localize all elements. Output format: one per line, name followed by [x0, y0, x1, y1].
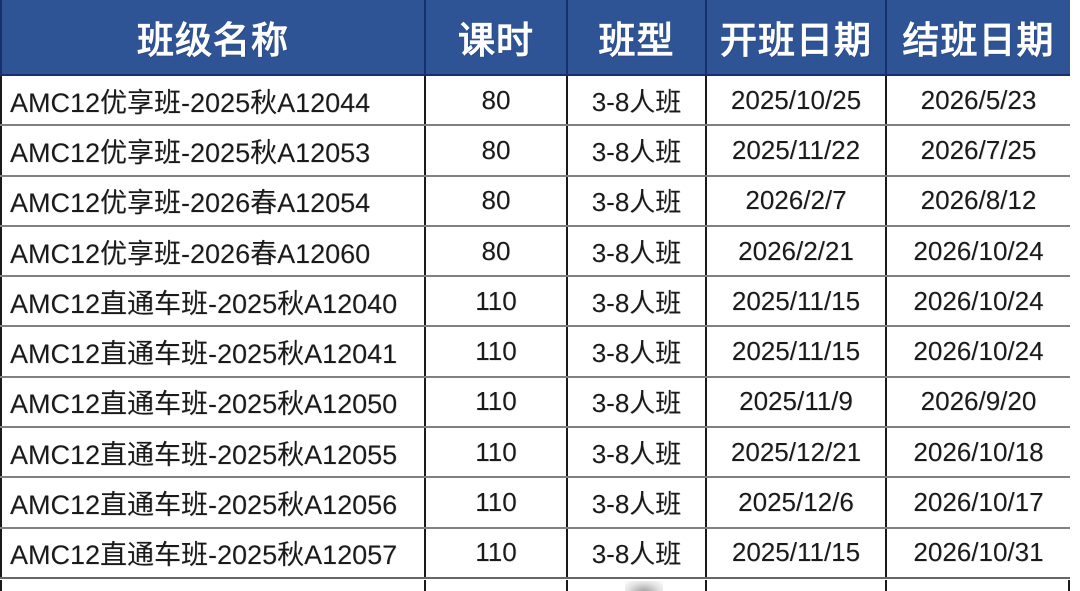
cell-name[interactable]: AMC12直通车班-2025秋A12055	[0, 427, 426, 479]
cell-start[interactable]: 2025/11/9	[706, 376, 887, 429]
cell-hours[interactable]: 110	[425, 427, 568, 479]
cell-start[interactable]: 2025/12/21	[706, 427, 887, 479]
table-row[interactable]: AMC12优享班-2026春A12054 80 3-8人班 2026/2/7 2026/…	[0, 175, 1072, 227]
table-row[interactable]: AMC12优享班-2026春A12060 80 3-8人班 2026/2/21 2026…	[0, 225, 1072, 278]
cell-end[interactable]: 2026/10/24	[886, 276, 1072, 328]
cell-hours[interactable]: 110	[425, 477, 568, 529]
partial-cell-hours	[426, 580, 568, 591]
cell-end[interactable]: 2026/5/23	[886, 75, 1072, 127]
cell-type[interactable]: 3-8人班	[567, 527, 707, 579]
partial-cell-start-date	[707, 580, 887, 591]
column-header-class-name[interactable]: 班级名称	[0, 0, 426, 76]
cell-hours[interactable]: 110	[425, 527, 568, 579]
cell-hours[interactable]: 80	[425, 175, 568, 227]
cell-start[interactable]: 2025/12/6	[706, 477, 887, 529]
cell-name[interactable]: AMC12直通车班-2025秋A12056	[0, 477, 426, 529]
table-row[interactable]: AMC12直通车班-2025秋A12041 110 3-8人班 2025/11/15 2…	[0, 326, 1072, 378]
cell-type[interactable]: 3-8人班	[567, 125, 707, 177]
cell-name[interactable]: AMC12优享班-2026春A12054	[0, 175, 426, 227]
cell-end[interactable]: 2026/10/18	[886, 427, 1072, 479]
table-row[interactable]: AMC12优享班-2025秋A12044 80 3-8人班 2025/10/25 202…	[0, 75, 1072, 127]
cell-end[interactable]: 2026/10/24	[886, 326, 1072, 378]
table-row[interactable]: AMC12直通车班-2025秋A12056 110 3-8人班 2025/12/6 20…	[0, 477, 1072, 529]
partial-cell-class-name	[0, 580, 426, 591]
table-row[interactable]: AMC12直通车班-2025秋A12057 110 3-8人班 2025/11/15 2…	[0, 527, 1072, 579]
cell-hours[interactable]: 80	[425, 75, 568, 127]
cell-type[interactable]: 3-8人班	[567, 427, 707, 479]
cell-start[interactable]: 2026/2/7	[706, 175, 887, 227]
cell-hours[interactable]: 110	[425, 326, 568, 378]
column-header-class-type[interactable]: 班型	[567, 0, 707, 76]
table-row[interactable]: AMC12优享班-2025秋A12053 80 3-8人班 2025/11/22 202…	[0, 125, 1072, 177]
cell-start[interactable]: 2025/10/25	[706, 75, 887, 127]
cell-start[interactable]: 2026/2/21	[706, 225, 887, 278]
cell-type[interactable]: 3-8人班	[567, 376, 707, 429]
cell-hours[interactable]: 110	[425, 376, 568, 429]
cell-end[interactable]: 2026/10/31	[886, 527, 1072, 579]
right-margin-gutter	[1070, 0, 1080, 591]
cell-type[interactable]: 3-8人班	[567, 477, 707, 529]
class-schedule-table: 班级名称 课时 班型 开班日期 结班日期 AMC12优享班-2025秋A1204…	[0, 0, 1072, 579]
cell-end[interactable]: 2026/8/12	[886, 175, 1072, 227]
table-row[interactable]: AMC12直通车班-2025秋A12040 110 3-8人班 2025/11/15 2…	[0, 276, 1072, 328]
cell-end[interactable]: 2026/10/24	[886, 225, 1072, 278]
cell-hours[interactable]: 80	[425, 125, 568, 177]
column-header-hours[interactable]: 课时	[425, 0, 568, 76]
cell-end[interactable]: 2026/7/25	[886, 125, 1072, 177]
partial-cell-end-date	[887, 580, 1070, 591]
partial-next-row	[0, 580, 1070, 591]
cell-name[interactable]: AMC12优享班-2026春A12060	[0, 225, 426, 278]
cell-name[interactable]: AMC12直通车班-2025秋A12040	[0, 276, 426, 328]
cell-start[interactable]: 2025/11/15	[706, 527, 887, 579]
cell-start[interactable]: 2025/11/15	[706, 326, 887, 378]
table-row[interactable]: AMC12直通车班-2025秋A12055 110 3-8人班 2025/12/21 2…	[0, 427, 1072, 479]
cell-type[interactable]: 3-8人班	[567, 75, 707, 127]
cell-type[interactable]: 3-8人班	[567, 326, 707, 378]
cell-hours[interactable]: 110	[425, 276, 568, 328]
cell-name[interactable]: AMC12直通车班-2025秋A12041	[0, 326, 426, 378]
cell-type[interactable]: 3-8人班	[567, 276, 707, 328]
table-header: 班级名称 课时 班型 开班日期 结班日期	[0, 0, 1072, 76]
cell-name[interactable]: AMC12直通车班-2025秋A12050	[0, 376, 426, 429]
table-body: AMC12优享班-2025秋A12044 80 3-8人班 2025/10/25 202…	[0, 75, 1072, 579]
cell-end[interactable]: 2026/10/17	[886, 477, 1072, 529]
partial-cell-class-type	[568, 580, 707, 591]
cell-end[interactable]: 2026/9/20	[886, 376, 1072, 429]
cell-type[interactable]: 3-8人班	[567, 225, 707, 278]
cell-type[interactable]: 3-8人班	[567, 175, 707, 227]
cell-start[interactable]: 2025/11/15	[706, 276, 887, 328]
column-header-end-date[interactable]: 结班日期	[886, 0, 1072, 76]
cell-hours[interactable]: 80	[425, 225, 568, 278]
cell-name[interactable]: AMC12直通车班-2025秋A12057	[0, 527, 426, 579]
cell-name[interactable]: AMC12优享班-2025秋A12044	[0, 75, 426, 127]
table-header-row: 班级名称 课时 班型 开班日期 结班日期	[0, 0, 1072, 76]
cell-start[interactable]: 2025/11/22	[706, 125, 887, 177]
column-header-start-date[interactable]: 开班日期	[706, 0, 887, 76]
table-row[interactable]: AMC12直通车班-2025秋A12050 110 3-8人班 2025/11/9 20…	[0, 376, 1072, 429]
cell-name[interactable]: AMC12优享班-2025秋A12053	[0, 125, 426, 177]
